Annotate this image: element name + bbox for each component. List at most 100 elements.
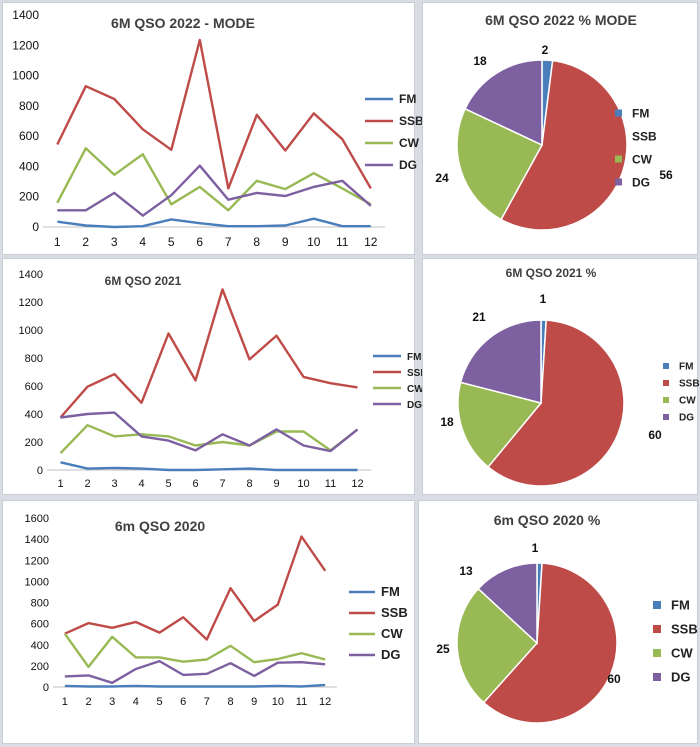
legend-label-fm: FM <box>399 92 416 106</box>
x-tick-label: 6 <box>192 478 198 490</box>
x-tick-label: 12 <box>319 696 331 708</box>
x-tick-label: 3 <box>109 696 115 708</box>
legend-label-cw: CW <box>407 384 424 395</box>
x-tick-label: 7 <box>225 235 232 249</box>
pie-slice-dg <box>464 59 543 147</box>
y-tick-label: 1400 <box>25 534 49 546</box>
x-tick-label: 2 <box>84 478 90 490</box>
legend-label-dg: DG <box>632 175 650 189</box>
y-tick-label: 0 <box>43 682 49 694</box>
pie-value-label-fm: 1 <box>540 292 547 306</box>
pie-value-label-ssb: 60 <box>648 428 662 442</box>
x-tick-label: 11 <box>325 478 336 490</box>
pie-slice-cw <box>456 587 539 704</box>
y-tick-label: 1200 <box>19 297 43 309</box>
pie-slice-cw <box>456 107 544 221</box>
series-line-dg <box>64 659 326 685</box>
pie-slice-ssb <box>487 319 625 487</box>
legend-label-ssb: SSB <box>679 379 700 390</box>
legend-label-ssb: SSB <box>407 368 428 379</box>
y-tick-label: 0 <box>37 465 43 477</box>
y-tick-label: 1000 <box>19 325 43 337</box>
pie-chart-2021: 6M QSO 2021 % 1 60 18 21 FM SSB CW DG <box>440 266 700 487</box>
x-tick-label: 9 <box>282 235 289 249</box>
legend-swatch-ssb <box>615 132 622 140</box>
pie-value-label-dg: 18 <box>473 54 487 68</box>
legend-swatch-dg <box>615 178 622 186</box>
line-chart-2021-panel: 6M QSO 2021 0 200 400 600 800 1000 1200 1400 1 2 3 4… <box>2 258 428 495</box>
y-tick-label: 200 <box>25 437 43 449</box>
y-tick-label: 1000 <box>25 576 49 588</box>
x-tick-label: 12 <box>364 235 378 249</box>
x-tick-label: 11 <box>336 235 349 249</box>
pie-chart-2021-panel: 6M QSO 2021 % 1 60 18 21 FM SSB CW DG <box>422 258 700 495</box>
x-tick-label: 5 <box>168 235 175 249</box>
x-tick-label: 10 <box>297 478 309 490</box>
legend-label-dg: DG <box>679 413 694 424</box>
y-tick-label: 0 <box>32 220 39 234</box>
legend-label-cw: CW <box>399 136 420 150</box>
x-tick-label: 2 <box>82 235 89 249</box>
legend-label-fm: FM <box>679 362 693 373</box>
series-line-fm <box>60 461 358 472</box>
legend-label-ssb: SSB <box>399 114 424 128</box>
series-line-ssb <box>56 38 372 190</box>
x-tick-label: 6 <box>180 696 186 708</box>
x-tick-label: 4 <box>139 235 146 249</box>
y-tick-label: 600 <box>31 619 49 631</box>
legend-swatch-cw <box>663 397 669 403</box>
pie-slice-dg <box>459 319 542 404</box>
pie-value-label-ssb: 60 <box>607 672 621 686</box>
pie-value-label-fm: 2 <box>542 43 549 57</box>
legend-swatch-fm <box>615 109 622 117</box>
legend-swatch-fm <box>653 601 661 609</box>
legend-label-fm: FM <box>632 106 649 120</box>
pie-value-label-cw: 24 <box>435 171 449 185</box>
pie-slice-cw <box>457 381 543 469</box>
series-line-fm <box>57 217 371 229</box>
pie-chart-2020: 6m QSO 2020 % 1 60 25 13 FM SSB CW DG <box>436 512 698 724</box>
y-tick-label: 1400 <box>19 269 43 281</box>
legend-label-cw: CW <box>671 646 693 661</box>
y-tick-label: 800 <box>19 99 39 113</box>
legend-label-fm: FM <box>381 584 400 599</box>
legend-swatch-ssb <box>663 380 669 386</box>
x-tick-label: 9 <box>273 478 279 490</box>
legend-swatch-dg <box>663 414 669 420</box>
x-tick-label: 1 <box>57 478 63 490</box>
pie-chart-2022-panel: 6M QSO 2022 % MODE 2 56 24 18 FM SSB CW DG <box>422 2 698 255</box>
y-tick-label: 800 <box>25 353 43 365</box>
series-line-cw <box>56 147 372 212</box>
legend-swatch-ssb <box>653 625 661 633</box>
x-tick-label: 10 <box>307 235 321 249</box>
x-tick-label: 6 <box>196 235 203 249</box>
series-line-dg <box>57 164 372 217</box>
legend-label-dg: DG <box>399 158 417 172</box>
legend-label-ssb: SSB <box>381 605 408 620</box>
legend-label-fm: FM <box>407 352 421 363</box>
line-chart-2020: 6m QSO 2020 0 200 400 600 800 1000 1200 1400 1600… <box>25 513 408 708</box>
series-line-cw <box>59 423 359 455</box>
x-tick-label: 8 <box>246 478 252 490</box>
legend-label-dg: DG <box>381 647 401 662</box>
y-tick-label: 1600 <box>25 513 49 525</box>
series-line-ssb <box>64 535 327 641</box>
y-tick-label: 400 <box>19 159 39 173</box>
legend-label-dg: DG <box>671 670 691 685</box>
x-tick-label: 11 <box>296 696 307 708</box>
pie-value-label-ssb: 56 <box>659 168 673 182</box>
x-tick-label: 8 <box>227 696 233 708</box>
x-tick-label: 7 <box>204 696 210 708</box>
line-chart-2022-panel: 6M QSO 2022 - MODE 0 200 400 600 800 1000 1200 1… <box>2 2 424 255</box>
x-tick-label: 12 <box>351 478 363 490</box>
y-tick-label: 200 <box>19 190 39 204</box>
y-tick-label: 400 <box>31 640 49 652</box>
chart-title: 6M QSO 2021 <box>105 274 182 288</box>
series-line-cw <box>63 633 326 669</box>
x-tick-label: 9 <box>251 696 257 708</box>
legend-swatch-cw <box>615 155 622 163</box>
y-tick-label: 1000 <box>12 69 39 83</box>
x-tick-label: 8 <box>253 235 260 249</box>
pie-chart-2020-panel: 6m QSO 2020 % 1 60 25 13 FM SSB CW DG <box>418 500 698 744</box>
